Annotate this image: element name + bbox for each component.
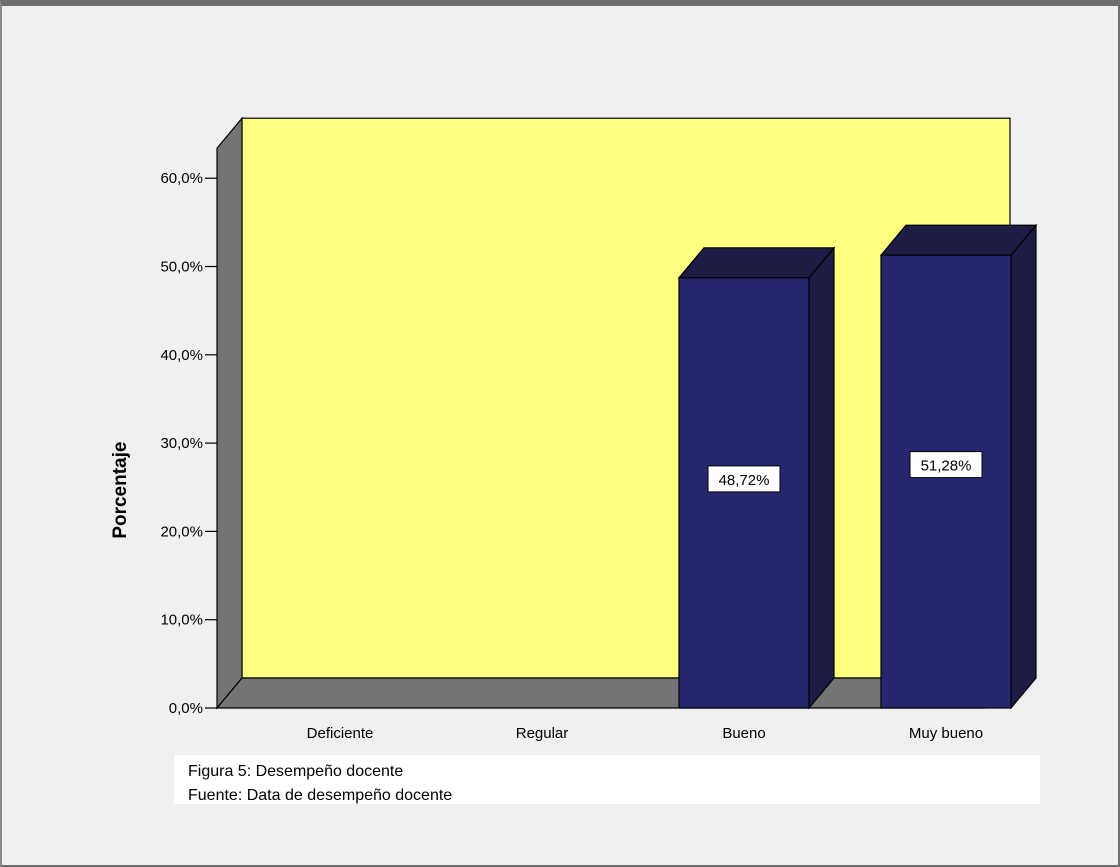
left-wall	[216, 116, 243, 710]
y-tick-label: 50,0%	[160, 259, 203, 276]
y-tick-label: 40,0%	[160, 347, 203, 364]
bar-top	[677, 247, 836, 279]
bar-top	[879, 224, 1038, 256]
figure-caption: Figura 5: Desempeño docente Fuente: Data…	[174, 755, 1040, 804]
data-label: 48,72%	[719, 472, 770, 489]
caption-figure-title: Figura 5: Desempeño docente	[188, 763, 404, 780]
x-tick-label: Muy bueno	[909, 725, 983, 742]
y-tick-label: 0,0%	[169, 700, 203, 717]
y-tick-label: 20,0%	[160, 523, 203, 540]
x-tick-label: Deficiente	[307, 725, 374, 742]
data-label: 51,28%	[921, 458, 972, 475]
data-label-box	[909, 451, 983, 479]
y-tick-label: 30,0%	[160, 435, 203, 452]
data-label-box	[707, 465, 781, 493]
bar-side	[1010, 223, 1037, 710]
y-axis-title: Porcentaje	[110, 442, 131, 539]
x-tick-label: Bueno	[722, 725, 765, 742]
caption-source: Fuente: Data de desempeño docente	[188, 787, 453, 804]
bar	[678, 277, 810, 709]
y-tick-label: 10,0%	[160, 612, 203, 629]
y-tick-label: 60,0%	[160, 170, 203, 187]
bar	[880, 254, 1012, 709]
bar-side	[808, 246, 835, 710]
x-tick-label: Regular	[516, 725, 569, 742]
